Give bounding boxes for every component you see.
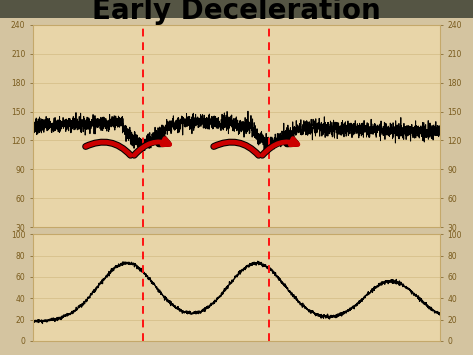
Title: Early Deceleration: Early Deceleration <box>92 0 381 25</box>
